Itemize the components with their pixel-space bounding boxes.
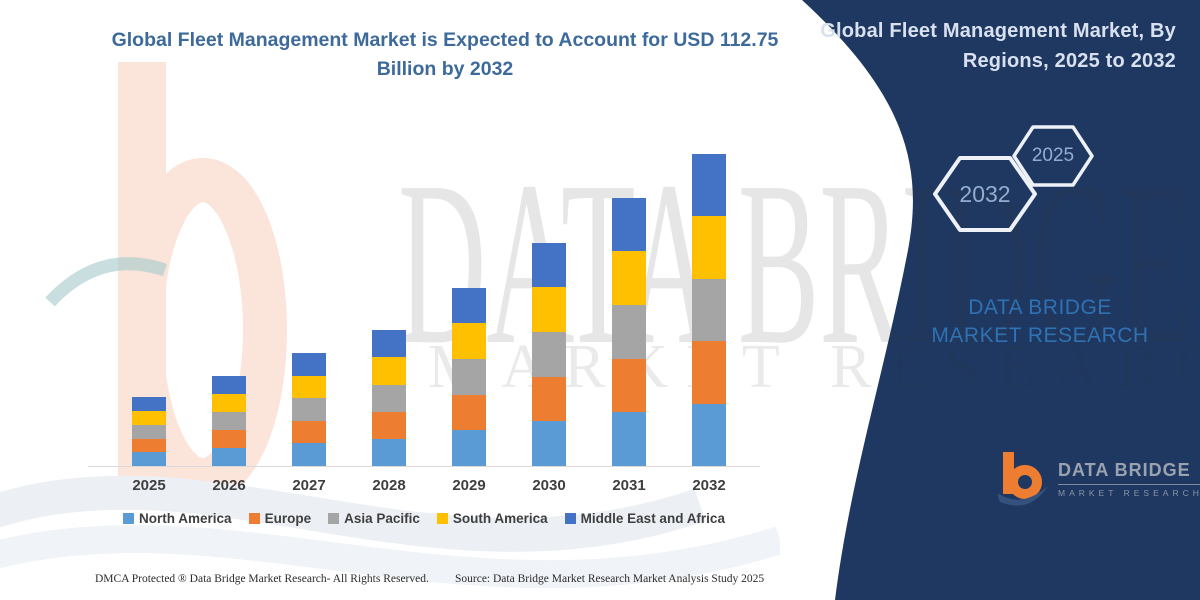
segment-2028-middle-east-and-africa: [372, 330, 406, 358]
legend-item-europe: Europe: [248, 511, 312, 526]
segment-2030-europe: [532, 376, 566, 422]
segment-2029-asia-pacific: [452, 358, 486, 395]
x-axis-label-2025: 2025: [132, 477, 166, 494]
segment-2029-europe: [452, 394, 486, 431]
x-axis-label-2032: 2032: [692, 477, 726, 494]
stacked-bar-2030: [532, 242, 566, 466]
segment-2025-asia-pacific: [132, 424, 166, 439]
hexagon-2032: [933, 156, 1037, 232]
logo-swoosh: [998, 486, 1048, 506]
legend-label: Asia Pacific: [344, 511, 420, 526]
segment-2026-south-america: [212, 394, 246, 413]
source-text: Source: Data Bridge Market Research Mark…: [455, 573, 765, 585]
segment-2025-north-america: [132, 452, 166, 466]
x-axis-label-2027: 2027: [292, 477, 326, 494]
stacked-bar-2029: [452, 287, 486, 466]
segment-2029-south-america: [452, 323, 486, 359]
legend-item-middle-east-and-africa: Middle East and Africa: [564, 511, 725, 526]
legend-swatch: [328, 513, 340, 524]
segment-2028-asia-pacific: [372, 384, 406, 412]
segment-2026-asia-pacific: [212, 412, 246, 431]
dmca-text: DMCA Protected ® Data Bridge Market Rese…: [95, 573, 429, 585]
legend-swatch: [123, 513, 135, 524]
stacked-bar-2028: [372, 330, 406, 466]
hexagon-2025: [1012, 125, 1094, 187]
legend-swatch: [564, 513, 576, 524]
logo-b-icon: [998, 452, 1048, 506]
segment-2032-europe: [692, 341, 726, 404]
hexagon-outlines: [933, 125, 1094, 232]
segment-2030-middle-east-and-africa: [532, 242, 566, 288]
segment-2031-europe: [612, 358, 646, 413]
segment-2025-middle-east-and-africa: [132, 397, 166, 412]
legend-label: Middle East and Africa: [580, 511, 725, 526]
segment-2029-north-america: [452, 430, 486, 466]
brand-watermark-text: DATA BRIDGE MARKET RESEARCH: [931, 296, 1149, 348]
segment-2026-middle-east-and-africa: [212, 376, 246, 395]
x-axis-label-2030: 2030: [532, 477, 566, 494]
segment-2027-europe: [292, 420, 326, 444]
segment-2026-north-america: [212, 448, 246, 466]
segment-2028-north-america: [372, 438, 406, 466]
side-panel-title: Global Fleet Management Market, By Regio…: [820, 20, 1176, 72]
segment-2027-asia-pacific: [292, 398, 326, 421]
legend-item-asia-pacific: Asia Pacific: [328, 511, 420, 526]
logo-name: DATA BRIDGE: [1058, 460, 1200, 485]
x-axis-label-2028: 2028: [372, 477, 406, 494]
segment-2031-asia-pacific: [612, 304, 646, 359]
legend-item-south-america: South America: [436, 511, 548, 526]
stacked-bar-2027: [292, 353, 326, 466]
segment-2027-north-america: [292, 443, 326, 466]
segment-2032-middle-east-and-africa: [692, 153, 726, 217]
segment-2030-south-america: [532, 287, 566, 332]
side-panel-shape: [802, 0, 1200, 600]
stacked-bar-2026: [212, 376, 246, 466]
segment-2027-middle-east-and-africa: [292, 353, 326, 376]
segment-2030-asia-pacific: [532, 331, 566, 377]
segment-2028-europe: [372, 411, 406, 439]
legend-swatch: [248, 513, 260, 524]
stacked-bar-2025: [132, 397, 166, 466]
segment-2032-south-america: [692, 216, 726, 279]
logo-subtext: MARKET RESEARCH: [1058, 488, 1200, 498]
segment-2025-south-america: [132, 411, 166, 425]
segment-2031-middle-east-and-africa: [612, 197, 646, 252]
segment-2032-north-america: [692, 403, 726, 466]
chart-title: Global Fleet Management Market is Expect…: [111, 29, 779, 81]
segment-2032-asia-pacific: [692, 278, 726, 342]
x-axis-line: [88, 466, 760, 467]
x-axis-label-2031: 2031: [612, 477, 646, 494]
stacked-bar-2032: [692, 153, 726, 466]
segment-2030-north-america: [532, 421, 566, 466]
hexagon-label-2025: 2025: [1031, 145, 1075, 166]
stacked-bar-2031: [612, 197, 646, 466]
legend-label: North America: [139, 511, 232, 526]
hexagon-label-2032: 2032: [959, 181, 1011, 207]
legend-item-north-america: North America: [123, 511, 232, 526]
legend-label: Europe: [264, 511, 312, 526]
data-bridge-logo: DATA BRIDGE MARKET RESEARCH: [998, 452, 1200, 510]
segment-2028-south-america: [372, 357, 406, 385]
segment-2027-south-america: [292, 375, 326, 399]
segment-2031-south-america: [612, 251, 646, 305]
segment-2031-north-america: [612, 412, 646, 466]
segment-2026-europe: [212, 430, 246, 449]
chart-legend: North America Europe Asia Pacific South Ame…: [88, 511, 760, 526]
x-axis-label-2026: 2026: [212, 477, 246, 494]
x-axis-label-2029: 2029: [452, 477, 486, 494]
segment-2029-middle-east-and-africa: [452, 287, 486, 324]
segment-2025-europe: [132, 438, 166, 453]
legend-label: South America: [452, 511, 548, 526]
legend-swatch: [436, 513, 448, 524]
